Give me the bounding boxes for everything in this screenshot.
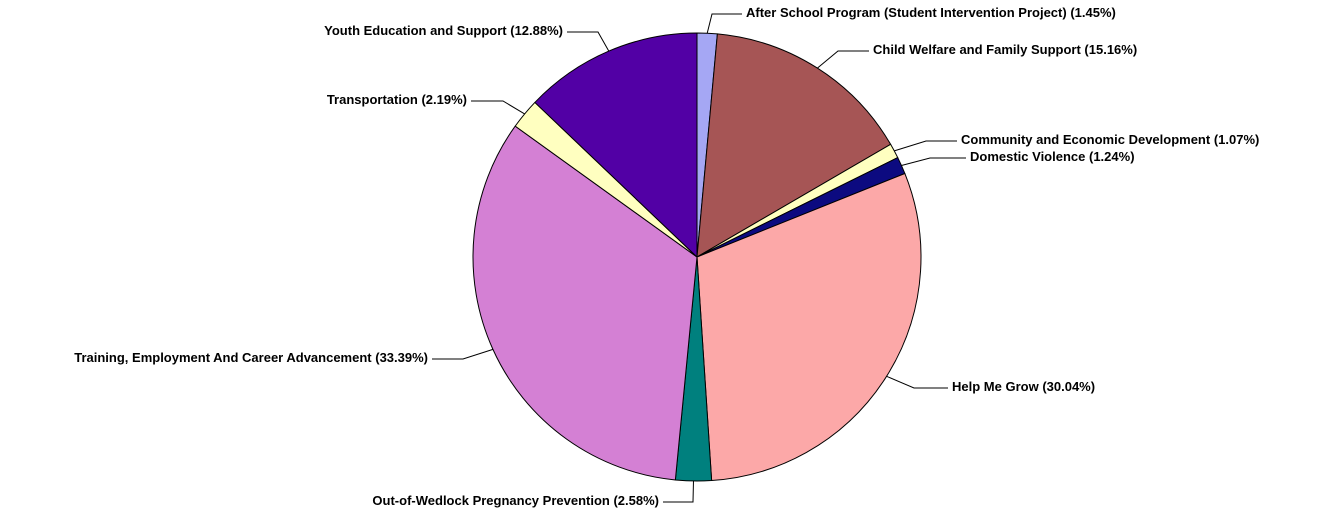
leader-lines [432, 13, 966, 503]
slice-label-name: Training, Employment And Career Advancem… [74, 350, 372, 365]
slice-label-name: Domestic Violence [970, 149, 1085, 164]
slice-label-name: Youth Education and Support [324, 23, 507, 38]
slice-label-out-of-wedlock-pregnancy-prevention: Out-of-Wedlock Pregnancy Prevention (2.5… [372, 493, 659, 508]
pie-slices [472, 32, 922, 482]
slice-label-name: After School Program (Student Interventi… [746, 5, 1067, 20]
slice-label-value: (1.45%) [1070, 5, 1116, 20]
slice-label-transportation: Transportation (2.19%) [327, 92, 467, 107]
slice-label-value: (1.07%) [1214, 132, 1260, 147]
leader-line-out-of-wedlock-pregnancy-prevention [663, 480, 694, 503]
slice-label-value: (15.16%) [1084, 42, 1137, 57]
leader-line-child-welfare-and-family-support [817, 50, 869, 69]
slice-label-name: Transportation [327, 92, 418, 107]
leader-line-community-and-economic-development [894, 140, 957, 152]
slice-label-help-me-grow: Help Me Grow (30.04%) [952, 379, 1095, 394]
slice-label-value: (1.24%) [1089, 149, 1135, 164]
leader-line-training-employment-and-career-advancement [432, 348, 494, 360]
slice-label-value: (12.88%) [510, 23, 563, 38]
slice-label-value: (33.39%) [375, 350, 428, 365]
slice-labels: After School Program (Student Interventi… [74, 5, 1259, 508]
slice-label-value: (2.19%) [421, 92, 467, 107]
slice-label-name: Out-of-Wedlock Pregnancy Prevention [372, 493, 609, 508]
slice-label-domestic-violence: Domestic Violence (1.24%) [970, 149, 1135, 164]
leader-line-youth-education-and-support [567, 31, 610, 52]
slice-label-value: (2.58%) [613, 493, 659, 508]
slice-youth-education-and-support [534, 32, 698, 258]
leader-line-after-school-program-student-intervention-project [706, 13, 742, 34]
leader-line-help-me-grow [886, 375, 948, 389]
slice-label-community-and-economic-development: Community and Economic Development (1.07… [961, 132, 1259, 147]
slice-label-value: (30.04%) [1042, 379, 1095, 394]
slice-label-youth-education-and-support: Youth Education and Support (12.88%) [324, 23, 563, 38]
slice-help-me-grow [696, 172, 922, 482]
leader-line-domestic-violence [901, 157, 966, 166]
slice-label-name: Community and Economic Development [961, 132, 1211, 147]
slice-label-child-welfare-and-family-support: Child Welfare and Family Support (15.16%… [873, 42, 1137, 57]
slice-label-after-school-program-student-intervention-project: After School Program (Student Interventi… [746, 5, 1116, 20]
slice-label-training-employment-and-career-advancement: Training, Employment And Career Advancem… [74, 350, 428, 365]
leader-line-transportation [471, 100, 525, 115]
slice-label-name: Child Welfare and Family Support [873, 42, 1081, 57]
slice-label-name: Help Me Grow [952, 379, 1040, 394]
